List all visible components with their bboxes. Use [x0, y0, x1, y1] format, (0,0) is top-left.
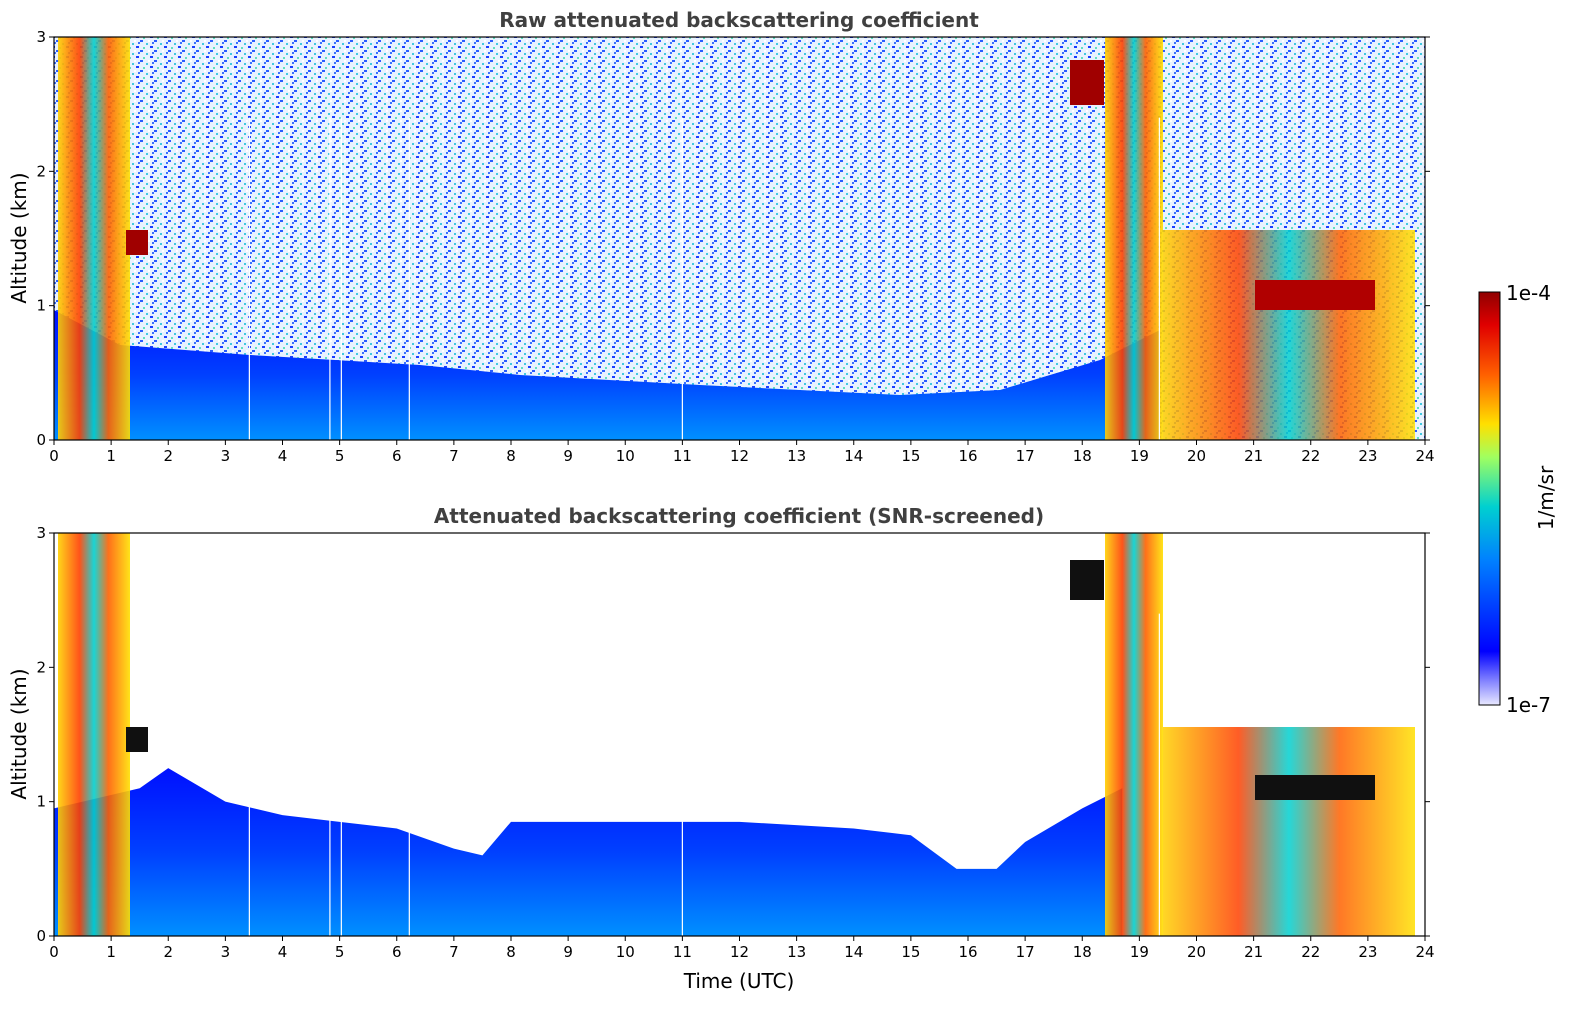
y-tick-label: 3 — [36, 524, 46, 542]
x-tick-label: 20 — [1187, 447, 1206, 465]
x-tick-label: 9 — [563, 447, 573, 465]
x-tick-label: 22 — [1301, 447, 1320, 465]
x-tick-label: 14 — [844, 447, 863, 465]
y-tick-label: 2 — [36, 162, 46, 180]
panel2-y-ticks: 0 1 2 3 — [36, 524, 1430, 945]
x-tick-label: 1 — [106, 943, 116, 961]
x-tick-label: 16 — [958, 447, 977, 465]
y-tick-label: 0 — [36, 431, 46, 449]
x-tick-label: 23 — [1358, 447, 1377, 465]
x-tick-label: 17 — [1016, 943, 1035, 961]
panel2-lower-cloud — [1163, 727, 1415, 936]
panel2-x-ticks: 0 1 2 3 4 5 6 7 8 9 10 11 12 13 14 15 16 17 18 19 20 21 22 23 24 — [49, 936, 1435, 961]
x-tick-label: 3 — [221, 447, 231, 465]
snr-screened-panel: Attenuated backscattering coefficient (S… — [7, 504, 1435, 993]
x-tick-label: 17 — [1016, 447, 1035, 465]
x-tick-label: 1 — [106, 447, 116, 465]
panel2-boundary-layer — [54, 768, 1123, 936]
colorbar-min-label: 1e-7 — [1506, 693, 1551, 717]
x-tick-label: 13 — [787, 943, 806, 961]
x-tick-label: 24 — [1415, 943, 1434, 961]
x-tick-label: 6 — [392, 943, 402, 961]
panel1-upper-layer — [1070, 60, 1104, 105]
y-tick-label: 3 — [36, 28, 46, 46]
x-tick-label: 21 — [1244, 943, 1263, 961]
x-tick-label: 15 — [901, 447, 920, 465]
x-tick-label: 19 — [1130, 943, 1149, 961]
x-tick-label: 20 — [1187, 943, 1206, 961]
colorbar-max-label: 1e-4 — [1506, 281, 1551, 305]
y-tick-label: 0 — [36, 927, 46, 945]
x-tick-label: 4 — [278, 447, 288, 465]
x-tick-label: 12 — [730, 943, 749, 961]
x-tick-label: 7 — [449, 447, 459, 465]
x-tick-label: 3 — [221, 943, 231, 961]
x-tick-label: 16 — [958, 943, 977, 961]
panel2-data-gaps — [248, 613, 1160, 936]
colorbar-unit-label: 1/m/sr — [1534, 465, 1558, 530]
x-tick-label: 21 — [1244, 447, 1263, 465]
x-tick-label: 8 — [506, 943, 516, 961]
panel1-x-ticks: 0 1 2 3 4 5 6 7 8 9 10 11 12 13 14 15 16 17 18 19 20 21 22 23 24 — [49, 440, 1435, 465]
y-tick-label: 1 — [36, 793, 46, 811]
panel2-upper-layer — [1070, 560, 1104, 600]
x-tick-label: 19 — [1130, 447, 1149, 465]
panel2-x-axis-label: Time (UTC) — [683, 969, 795, 993]
x-tick-label: 22 — [1301, 943, 1320, 961]
x-tick-label: 6 — [392, 447, 402, 465]
x-tick-label: 12 — [730, 447, 749, 465]
panel2-y-axis-label: Altitude (km) — [7, 668, 31, 799]
x-tick-label: 10 — [616, 943, 635, 961]
x-tick-label: 15 — [901, 943, 920, 961]
x-tick-label: 18 — [1073, 447, 1092, 465]
x-tick-label: 11 — [673, 447, 692, 465]
x-tick-label: 0 — [49, 943, 59, 961]
panel2-title: Attenuated backscattering coefficient (S… — [434, 504, 1044, 528]
panel1-y-axis-label: Altitude (km) — [7, 172, 31, 303]
x-tick-label: 2 — [163, 943, 173, 961]
x-tick-label: 5 — [335, 447, 345, 465]
x-tick-label: 4 — [278, 943, 288, 961]
panel2-early-cloud-dark — [126, 727, 148, 752]
y-tick-label: 2 — [36, 658, 46, 676]
colorbar: 1e-4 1e-7 1/m/sr — [1478, 281, 1558, 717]
x-tick-label: 0 — [49, 447, 59, 465]
panel1-y-ticks: 0 1 2 3 — [36, 28, 1430, 449]
panel1-layer-1km — [1255, 280, 1375, 310]
x-tick-label: 23 — [1358, 943, 1377, 961]
x-tick-label: 14 — [844, 943, 863, 961]
x-tick-label: 18 — [1073, 943, 1092, 961]
x-tick-label: 13 — [787, 447, 806, 465]
x-tick-label: 11 — [673, 943, 692, 961]
panel2-early-cloud — [58, 533, 130, 936]
y-tick-label: 1 — [36, 297, 46, 315]
panel2-layer-1km — [1255, 775, 1375, 800]
panel2-plot-area — [54, 533, 1425, 936]
panel2-evening-cloud — [1105, 533, 1163, 936]
panel1-lower-cloud — [1163, 230, 1415, 440]
panel1-title: Raw attenuated backscattering coefficien… — [499, 8, 979, 32]
x-tick-label: 7 — [449, 943, 459, 961]
raw-backscatter-panel: Raw attenuated backscattering coefficien… — [7, 8, 1435, 465]
panel1-plot-area — [54, 37, 1425, 440]
colorbar-gradient — [1478, 291, 1501, 706]
panel1-early-cloud-dark — [126, 230, 148, 255]
x-tick-label: 8 — [506, 447, 516, 465]
x-tick-label: 2 — [163, 447, 173, 465]
x-tick-label: 5 — [335, 943, 345, 961]
x-tick-label: 10 — [616, 447, 635, 465]
panel1-data-gaps — [248, 117, 1160, 440]
panel1-evening-cloud — [1105, 37, 1163, 440]
x-tick-label: 24 — [1415, 447, 1434, 465]
x-tick-label: 9 — [563, 943, 573, 961]
panel1-early-cloud — [58, 37, 130, 440]
